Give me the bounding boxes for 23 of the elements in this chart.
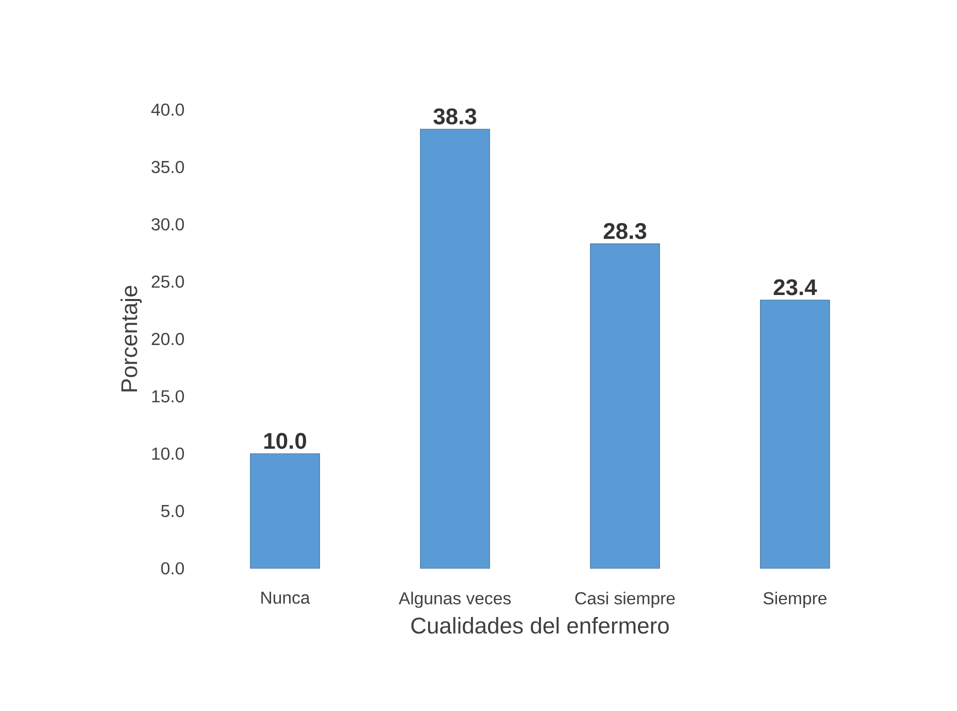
x-axis-title: Cualidades del enfermero <box>411 617 669 634</box>
bar <box>420 128 490 569</box>
bar <box>250 453 320 569</box>
data-label: 28.3 <box>604 223 646 240</box>
x-tick-label: Algunas veces <box>398 592 511 608</box>
y-tick-label: 30.0 <box>152 218 184 230</box>
y-tick-label: 20.0 <box>152 332 184 346</box>
y-tick-label: 35.0 <box>152 160 184 174</box>
y-tick-label: 0.0 <box>161 562 184 574</box>
y-tick-label: 40.0 <box>151 104 184 116</box>
data-label: 10.0 <box>264 432 306 449</box>
y-tick-label: 10.0 <box>152 448 184 460</box>
y-tick-label: 15.0 <box>152 390 184 402</box>
data-label: 38.3 <box>433 108 476 124</box>
y-tick-label: 5.0 <box>161 504 184 518</box>
y-tick-label: 25.0 <box>152 276 184 288</box>
bar <box>590 244 660 569</box>
x-tick-label: Siempre <box>764 592 826 608</box>
data-label: 23.4 <box>774 279 817 296</box>
y-axis-title: Porcentaje <box>120 286 142 392</box>
x-tick-label: Casi siempre <box>575 592 675 608</box>
bar <box>760 300 830 569</box>
x-tick-label: Nunca <box>261 592 310 604</box>
